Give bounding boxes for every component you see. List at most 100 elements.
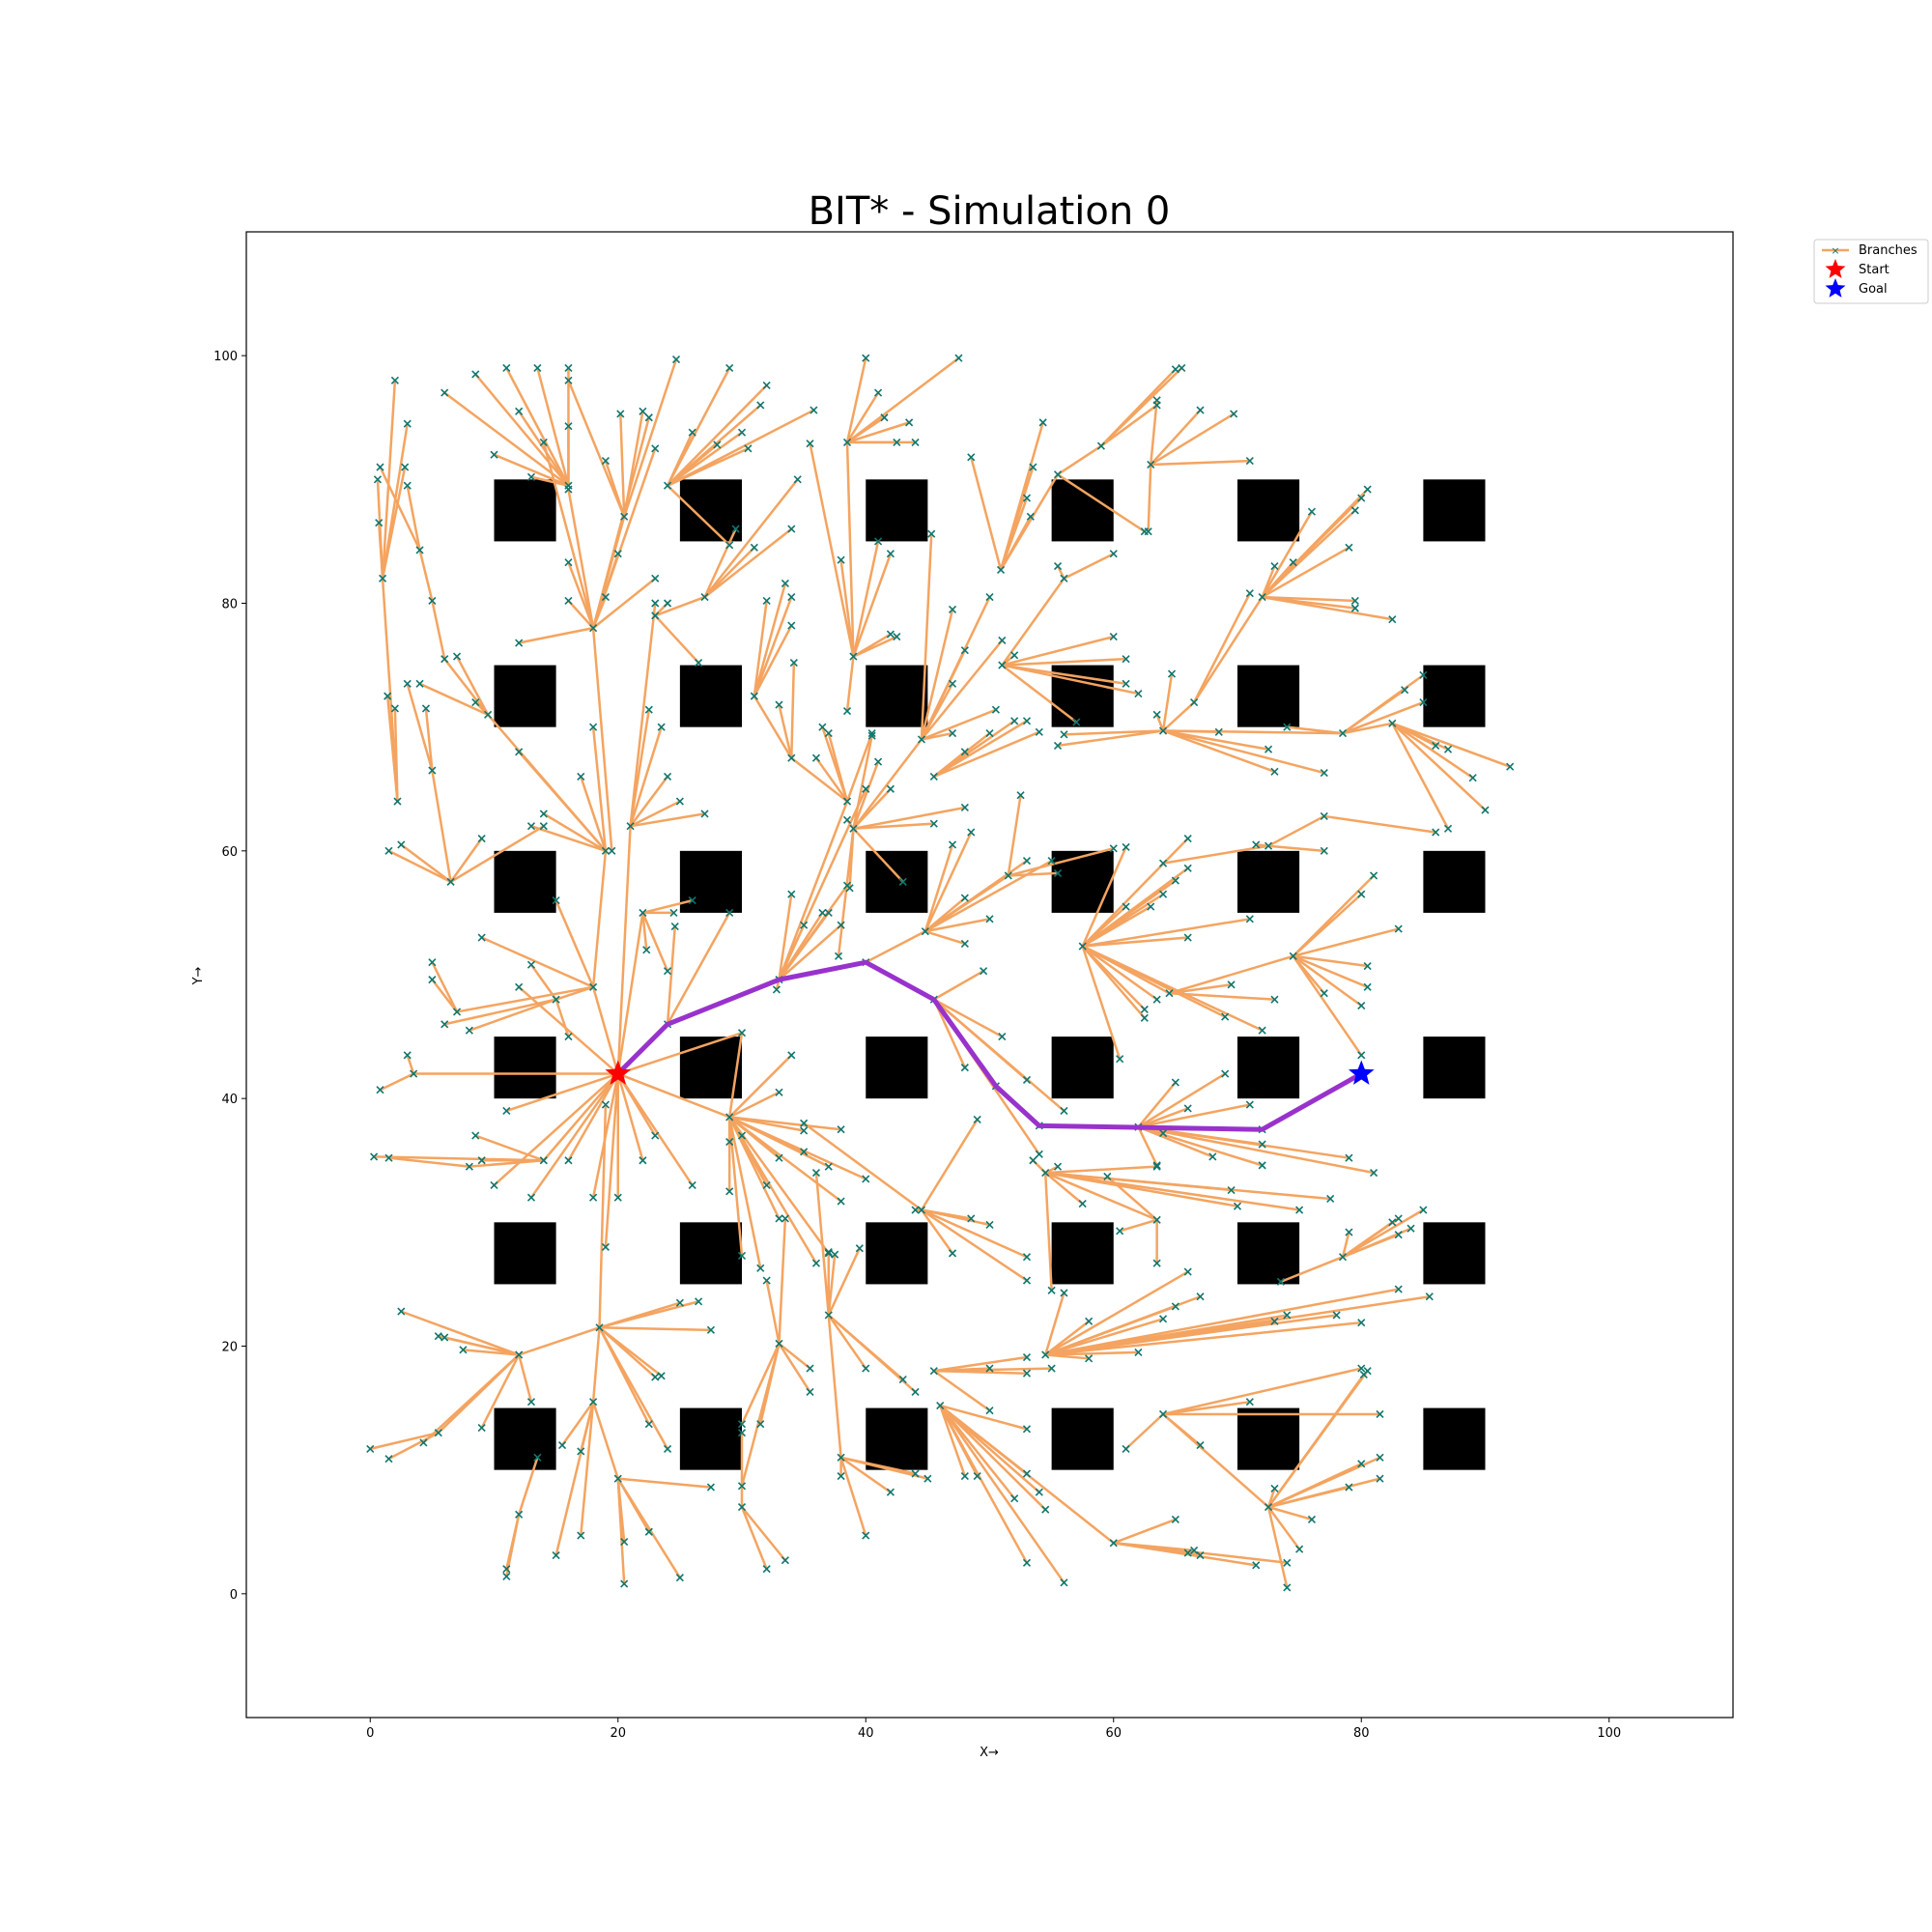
tree-node: [842, 815, 852, 824]
tree-node: [642, 946, 651, 954]
branch-edge: [455, 985, 595, 1013]
legend-start-marker: [1825, 259, 1846, 278]
branch-edge: [1292, 874, 1376, 958]
branch-edge: [1161, 1367, 1363, 1416]
tree-node: [1258, 593, 1266, 602]
tree-node: [967, 1214, 976, 1223]
tree-node: [862, 1531, 870, 1540]
tree-node: [1252, 1561, 1261, 1570]
tree-node: [526, 1193, 536, 1202]
tree-node: [1183, 1267, 1192, 1276]
branch-edge: [703, 478, 799, 599]
branch-edge: [1341, 1231, 1350, 1259]
branch-edge: [827, 1314, 867, 1370]
obstacle: [679, 479, 742, 542]
tree-node: [1270, 561, 1279, 571]
branch-edge: [666, 443, 719, 487]
tree-node: [564, 376, 573, 384]
tree-node: [1359, 1370, 1368, 1379]
tree-node: [465, 1026, 473, 1035]
tree-node: [862, 784, 870, 793]
branch-edge: [629, 800, 682, 828]
tree-node: [837, 555, 845, 564]
tree-node: [477, 834, 486, 843]
tree-node: [675, 797, 684, 806]
tree-node: [837, 921, 845, 929]
tree-node: [639, 407, 647, 415]
branch-edge: [1161, 729, 1345, 735]
tree-node: [781, 1214, 789, 1223]
branch-edge: [616, 1072, 644, 1162]
branch-edge: [442, 391, 570, 487]
branch-edge: [381, 422, 409, 581]
branch-edge: [727, 1091, 781, 1119]
obstacle: [1051, 665, 1114, 727]
tree-node: [663, 967, 672, 976]
tree-node: [670, 922, 679, 931]
obstacle: [1423, 665, 1486, 727]
tree-node: [793, 475, 802, 484]
tree-node: [787, 525, 796, 533]
tree-node: [1388, 615, 1397, 624]
tree-node: [1171, 1515, 1179, 1523]
branch-edge: [567, 599, 595, 630]
y-tick-label: 60: [221, 845, 238, 860]
tree-node: [1419, 1206, 1428, 1214]
tree-node: [671, 355, 681, 364]
branch-edge: [1081, 837, 1189, 948]
branch-edge: [1056, 444, 1103, 476]
branch-edge: [727, 1116, 762, 1270]
branch-edge: [493, 453, 570, 487]
tree-node: [886, 1488, 895, 1496]
tree-node: [515, 982, 524, 991]
tree-node: [967, 828, 976, 837]
tree-node: [1053, 561, 1063, 571]
tree-node: [1320, 989, 1328, 998]
goal-marker: [1348, 1060, 1375, 1085]
tree-node: [502, 1106, 511, 1116]
tree-node: [1109, 844, 1118, 853]
branch-edge: [591, 849, 608, 989]
branch-edge: [802, 1122, 923, 1211]
tree-node: [911, 1206, 920, 1214]
tree-node: [874, 757, 883, 766]
branch-edge: [1081, 845, 1127, 948]
obstacle: [1237, 665, 1300, 727]
branch-edge: [839, 1456, 867, 1537]
tree-node: [874, 537, 883, 546]
branch-edge: [591, 552, 619, 630]
branch-edge: [923, 843, 954, 933]
tree-node: [477, 933, 486, 942]
tree-node: [657, 723, 666, 731]
branch-edge: [666, 924, 676, 1026]
tree-node: [1264, 745, 1273, 753]
branch-edge: [619, 412, 626, 519]
branch-edge: [1112, 1542, 1258, 1567]
branch-edge: [814, 1171, 831, 1317]
branch-edge: [839, 1456, 893, 1493]
tree-node: [1022, 494, 1032, 502]
tree-node: [1022, 1253, 1032, 1262]
branch-edge: [1081, 945, 1147, 1011]
branch-edge: [848, 827, 855, 890]
tree-node: [1345, 1483, 1353, 1492]
branch-edge: [536, 366, 570, 487]
tree-node: [1085, 1354, 1094, 1363]
tree-node: [1270, 1484, 1279, 1492]
tree-node: [998, 1033, 1007, 1041]
branch-edge: [1043, 1288, 1400, 1356]
tree-node: [960, 646, 969, 655]
branch-edge: [598, 1326, 713, 1332]
branch-edge: [778, 1342, 811, 1394]
tree-node: [428, 976, 437, 984]
tree-node: [1221, 1069, 1230, 1078]
tree-node: [1320, 811, 1328, 821]
branch-edge: [923, 929, 967, 946]
branch-edge: [1266, 1505, 1314, 1521]
tree-node: [1258, 1161, 1266, 1170]
tree-node: [960, 1472, 969, 1481]
obstacle: [679, 665, 742, 727]
tree-node: [787, 621, 796, 630]
y-tick-label: 80: [221, 598, 238, 612]
tree-node: [1167, 669, 1177, 678]
